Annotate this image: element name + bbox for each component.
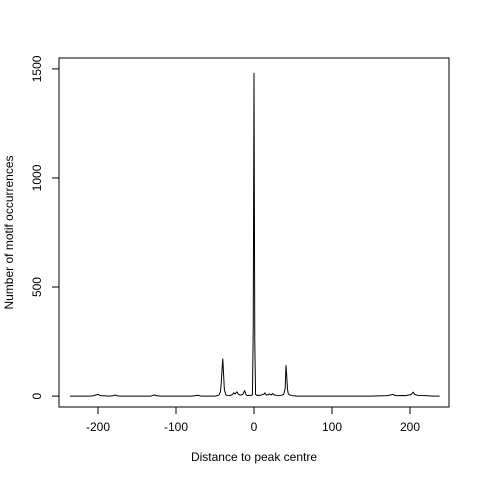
x-tick-label: 100 xyxy=(322,420,342,434)
series-line xyxy=(69,72,440,397)
x-tick-label: 0 xyxy=(251,420,258,434)
y-tick-label: 1500 xyxy=(30,55,44,82)
x-axis-label: Distance to peak centre xyxy=(191,450,317,464)
y-axis-label: Number of motif occurrences xyxy=(2,155,16,309)
series-layer xyxy=(69,72,440,397)
plot-frame xyxy=(58,57,450,408)
y-tick-label: 1000 xyxy=(30,164,44,191)
x-tick-label: -100 xyxy=(164,420,188,434)
x-tick-label: -200 xyxy=(86,420,110,434)
y-tick-label: 500 xyxy=(30,277,44,297)
x-tick-label: 200 xyxy=(400,420,420,434)
y-tick-label: 0 xyxy=(30,392,44,399)
